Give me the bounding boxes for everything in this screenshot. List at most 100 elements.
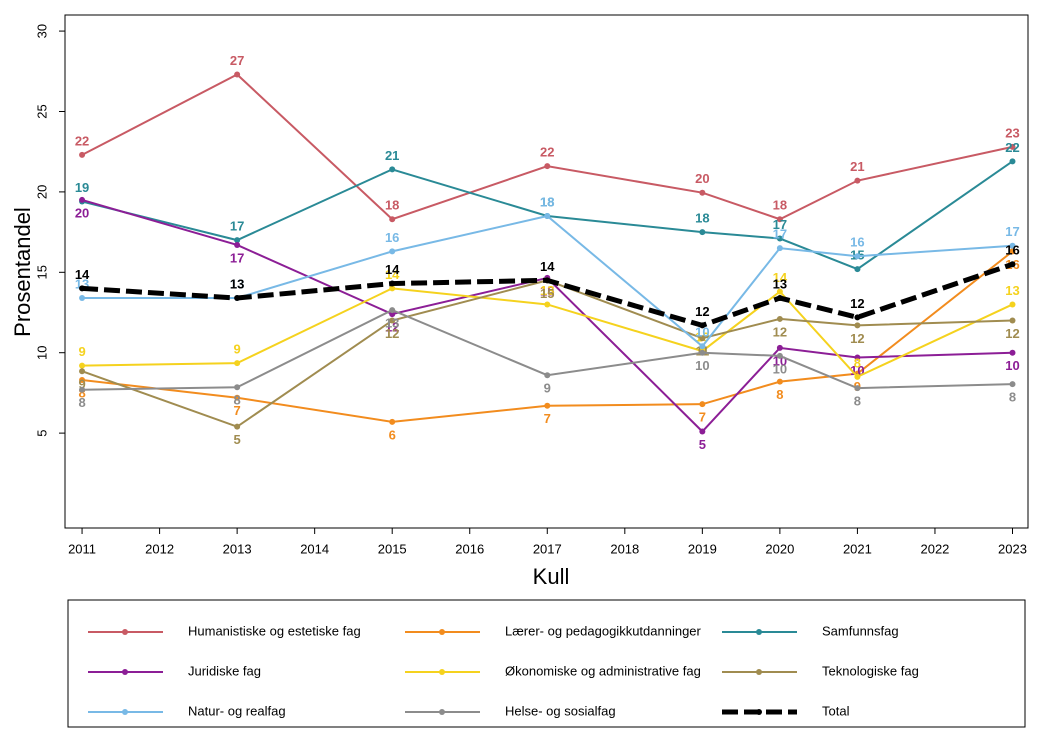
data-point	[79, 196, 86, 203]
data-label: 7	[234, 403, 241, 418]
data-label: 18	[540, 194, 554, 209]
data-point	[1009, 349, 1016, 356]
data-label: 13	[540, 283, 554, 298]
data-point	[234, 360, 241, 367]
data-point	[699, 229, 706, 236]
data-point	[234, 237, 241, 244]
data-label: 6	[389, 427, 396, 442]
series-line	[81, 261, 1014, 328]
data-label: 22	[1005, 140, 1019, 155]
data-point	[699, 343, 706, 350]
data-label: 22	[540, 145, 554, 160]
x-tick-label: 2023	[998, 541, 1027, 556]
data-label: 14	[385, 262, 400, 277]
y-tick-label: 5	[34, 430, 49, 437]
data-label: 8	[78, 395, 85, 410]
series-line	[82, 308, 1013, 391]
data-point	[854, 314, 861, 321]
x-tick-label: 2012	[145, 541, 174, 556]
x-axis-title: Kull	[533, 564, 570, 589]
data-label: 13	[230, 276, 244, 291]
data-point	[1009, 301, 1016, 308]
data-point	[389, 317, 396, 324]
legend-label: Total	[822, 703, 850, 718]
data-label: 21	[850, 159, 864, 174]
data-label: 14	[75, 267, 90, 282]
data-point	[389, 166, 396, 173]
data-point	[699, 349, 706, 356]
legend-marker	[439, 669, 445, 675]
data-point	[234, 241, 241, 248]
data-point	[776, 245, 783, 252]
data-point	[79, 362, 86, 369]
data-label: 8	[78, 385, 85, 400]
data-label: 10	[695, 358, 709, 373]
data-label: 19	[75, 180, 89, 195]
data-point	[699, 189, 706, 196]
data-label: 14	[540, 259, 555, 274]
data-point	[544, 301, 551, 308]
data-label: 8	[1009, 390, 1016, 405]
data-label: 16	[850, 235, 864, 250]
data-label: 12	[850, 296, 864, 311]
data-label: 5	[699, 437, 706, 452]
data-label: 18	[773, 198, 787, 213]
legend-marker	[122, 709, 128, 715]
data-point	[79, 151, 86, 158]
data-label: 22	[75, 133, 89, 148]
data-point	[1009, 242, 1016, 249]
x-tick-label: 2020	[765, 541, 794, 556]
data-point	[234, 384, 241, 391]
data-point	[544, 163, 551, 170]
data-point	[776, 344, 783, 351]
data-label: 12	[850, 331, 864, 346]
data-point	[544, 213, 551, 220]
data-point	[854, 373, 861, 380]
x-tick-label: 2016	[455, 541, 484, 556]
x-tick-label: 2013	[223, 541, 252, 556]
data-point	[776, 315, 783, 322]
data-point	[854, 253, 861, 260]
legend-label: Humanistiske og estetiske fag	[188, 623, 361, 638]
data-point	[389, 248, 396, 255]
data-label: 8	[854, 394, 861, 409]
data-label: 27	[230, 53, 244, 68]
data-point	[1009, 143, 1016, 150]
data-label: 12	[385, 326, 399, 341]
data-label: 10	[1005, 358, 1019, 373]
data-label: 14	[385, 267, 400, 282]
data-point	[776, 235, 783, 242]
y-tick-label: 15	[34, 265, 49, 279]
data-point	[854, 322, 861, 329]
data-point	[854, 266, 861, 273]
data-label: 21	[385, 148, 399, 163]
data-point	[1009, 261, 1016, 268]
data-label: 12	[1005, 326, 1019, 341]
data-label: 7	[544, 411, 551, 426]
legend-marker	[122, 669, 128, 675]
data-label: 8	[854, 355, 861, 370]
x-tick-label: 2017	[533, 541, 562, 556]
x-tick-label: 2015	[378, 541, 407, 556]
data-point	[776, 295, 783, 302]
data-label: 15	[540, 283, 554, 298]
data-label: 17	[773, 227, 787, 242]
data-point	[699, 428, 706, 435]
data-point	[776, 216, 783, 223]
legend-label: Lærer- og pedagogikkutdanninger	[505, 623, 702, 638]
data-point	[776, 288, 783, 295]
legend-label: Samfunnsfag	[822, 623, 899, 638]
data-point	[234, 71, 241, 78]
plot-frame	[64, 14, 1029, 529]
data-label: 14	[773, 270, 788, 285]
data-point	[854, 177, 861, 184]
y-tick-label: 30	[34, 24, 49, 38]
data-point	[699, 322, 706, 329]
data-point	[699, 401, 706, 408]
data-label: 5	[234, 432, 241, 447]
series-line	[81, 198, 1013, 433]
data-label: 17	[230, 219, 244, 234]
data-point	[234, 394, 241, 401]
legend-label: Juridiske fag	[188, 663, 261, 678]
